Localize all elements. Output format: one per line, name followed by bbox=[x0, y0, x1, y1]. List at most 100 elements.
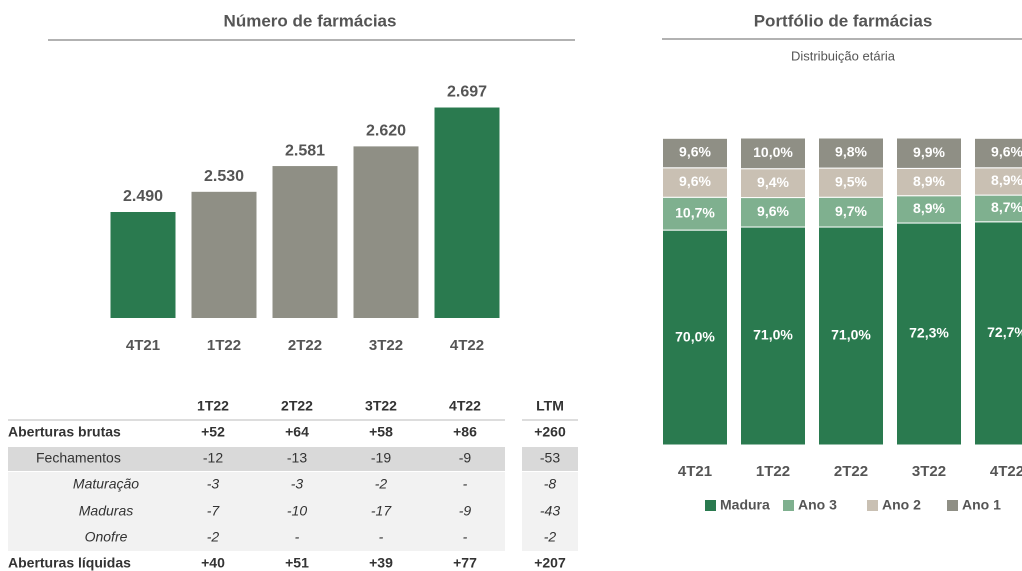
value-label: 2.581 bbox=[285, 142, 325, 159]
value-label: 9,6% bbox=[991, 144, 1022, 160]
cell: -2 bbox=[207, 529, 220, 545]
bar-segment bbox=[662, 167, 728, 198]
bar-segment bbox=[662, 137, 728, 169]
x-tick-label: 1T22 bbox=[207, 337, 241, 354]
bar-segment bbox=[974, 194, 1022, 223]
cell: -7 bbox=[207, 503, 221, 519]
bar-segment bbox=[740, 168, 806, 199]
value-label: 8,9% bbox=[913, 200, 945, 216]
legend-label: Madura bbox=[720, 497, 770, 513]
bar-segment bbox=[974, 137, 1022, 169]
bar bbox=[353, 146, 419, 318]
row-bg bbox=[522, 447, 578, 471]
row-label: Fechamentos bbox=[36, 450, 121, 466]
row-label: Aberturas brutas bbox=[8, 424, 121, 440]
cell: -9 bbox=[459, 450, 472, 466]
cell: - bbox=[463, 476, 468, 492]
bar-segment bbox=[818, 167, 884, 198]
row-bg bbox=[8, 472, 505, 551]
value-label: 8,7% bbox=[991, 199, 1022, 215]
bar-segment bbox=[662, 229, 728, 446]
cell: -2 bbox=[544, 529, 557, 545]
legend-label: Ano 1 bbox=[962, 497, 1001, 513]
cell: -12 bbox=[203, 450, 223, 466]
x-tick-label: 4T21 bbox=[678, 463, 712, 480]
bar-segment bbox=[740, 137, 806, 170]
bar bbox=[434, 107, 500, 318]
cell: +260 bbox=[534, 424, 566, 440]
cell: +58 bbox=[369, 424, 393, 440]
value-label: 10,7% bbox=[675, 204, 715, 220]
row-label: Maturação bbox=[73, 476, 139, 492]
bar-segment bbox=[818, 226, 884, 446]
value-label: 10,0% bbox=[753, 144, 793, 160]
bar-segment bbox=[974, 221, 1022, 446]
cell: -43 bbox=[540, 503, 560, 519]
bar-segment bbox=[740, 197, 806, 228]
x-tick-label: 1T22 bbox=[756, 463, 790, 480]
row-bg bbox=[522, 472, 578, 551]
column-header: 4T22 bbox=[449, 398, 481, 414]
bar-segment bbox=[896, 195, 962, 224]
cell: - bbox=[295, 529, 300, 545]
legend-label: Ano 3 bbox=[798, 497, 837, 513]
value-label: 72,7% bbox=[987, 324, 1022, 340]
cell: -13 bbox=[287, 450, 307, 466]
chart-title: Portfólio de farmácias bbox=[754, 11, 933, 30]
value-label: 2.697 bbox=[447, 84, 487, 101]
bar-segment bbox=[896, 167, 962, 197]
x-tick-label: 2T22 bbox=[288, 337, 322, 354]
bar-segment bbox=[896, 222, 962, 446]
cell: -17 bbox=[371, 503, 392, 519]
value-label: 9,6% bbox=[757, 203, 789, 219]
cell: -8 bbox=[544, 476, 557, 492]
x-tick-label: 3T22 bbox=[912, 463, 946, 480]
bar-segment bbox=[896, 137, 962, 169]
column-header: 2T22 bbox=[281, 398, 313, 414]
value-label: 70,0% bbox=[675, 328, 715, 344]
value-label: 71,0% bbox=[753, 327, 793, 343]
value-label: 9,9% bbox=[913, 144, 945, 160]
value-label: 8,9% bbox=[913, 173, 945, 189]
column-header: 1T22 bbox=[197, 398, 229, 414]
cell: -10 bbox=[287, 503, 307, 519]
value-label: 9,4% bbox=[757, 174, 789, 190]
cell: +40 bbox=[201, 555, 225, 571]
value-label: 9,6% bbox=[679, 173, 711, 189]
x-tick-label: 4T22 bbox=[990, 463, 1022, 480]
cell: - bbox=[463, 529, 468, 545]
cell: - bbox=[379, 529, 384, 545]
cell: -3 bbox=[207, 476, 220, 492]
value-label: 9,8% bbox=[835, 144, 867, 160]
column-header: LTM bbox=[536, 398, 564, 414]
x-tick-label: 4T21 bbox=[126, 337, 160, 354]
bar bbox=[191, 191, 257, 318]
cell: -9 bbox=[459, 503, 472, 519]
cell: +77 bbox=[453, 555, 477, 571]
chart-title: Número de farmácias bbox=[224, 11, 397, 30]
legend-swatch bbox=[783, 500, 794, 511]
bar-segment bbox=[818, 137, 884, 169]
cell: +64 bbox=[285, 424, 309, 440]
legend-swatch bbox=[947, 500, 958, 511]
row-label: Onofre bbox=[85, 529, 128, 545]
x-tick-label: 4T22 bbox=[450, 337, 484, 354]
row-bg bbox=[8, 447, 505, 471]
legend-swatch bbox=[705, 500, 716, 511]
cell: -53 bbox=[540, 450, 560, 466]
cell: +39 bbox=[369, 555, 393, 571]
legend-label: Ano 2 bbox=[882, 497, 921, 513]
bar-segment bbox=[740, 226, 806, 446]
cell: +86 bbox=[453, 424, 477, 440]
value-label: 72,3% bbox=[909, 325, 949, 341]
value-label: 71,0% bbox=[831, 327, 871, 343]
cell: +52 bbox=[201, 424, 225, 440]
column-header: 3T22 bbox=[365, 398, 397, 414]
value-label: 2.530 bbox=[204, 168, 244, 185]
value-label: 2.620 bbox=[366, 123, 406, 140]
cell: -3 bbox=[291, 476, 304, 492]
bar-segment bbox=[974, 167, 1022, 196]
cell: -2 bbox=[375, 476, 388, 492]
cell: -19 bbox=[371, 450, 391, 466]
